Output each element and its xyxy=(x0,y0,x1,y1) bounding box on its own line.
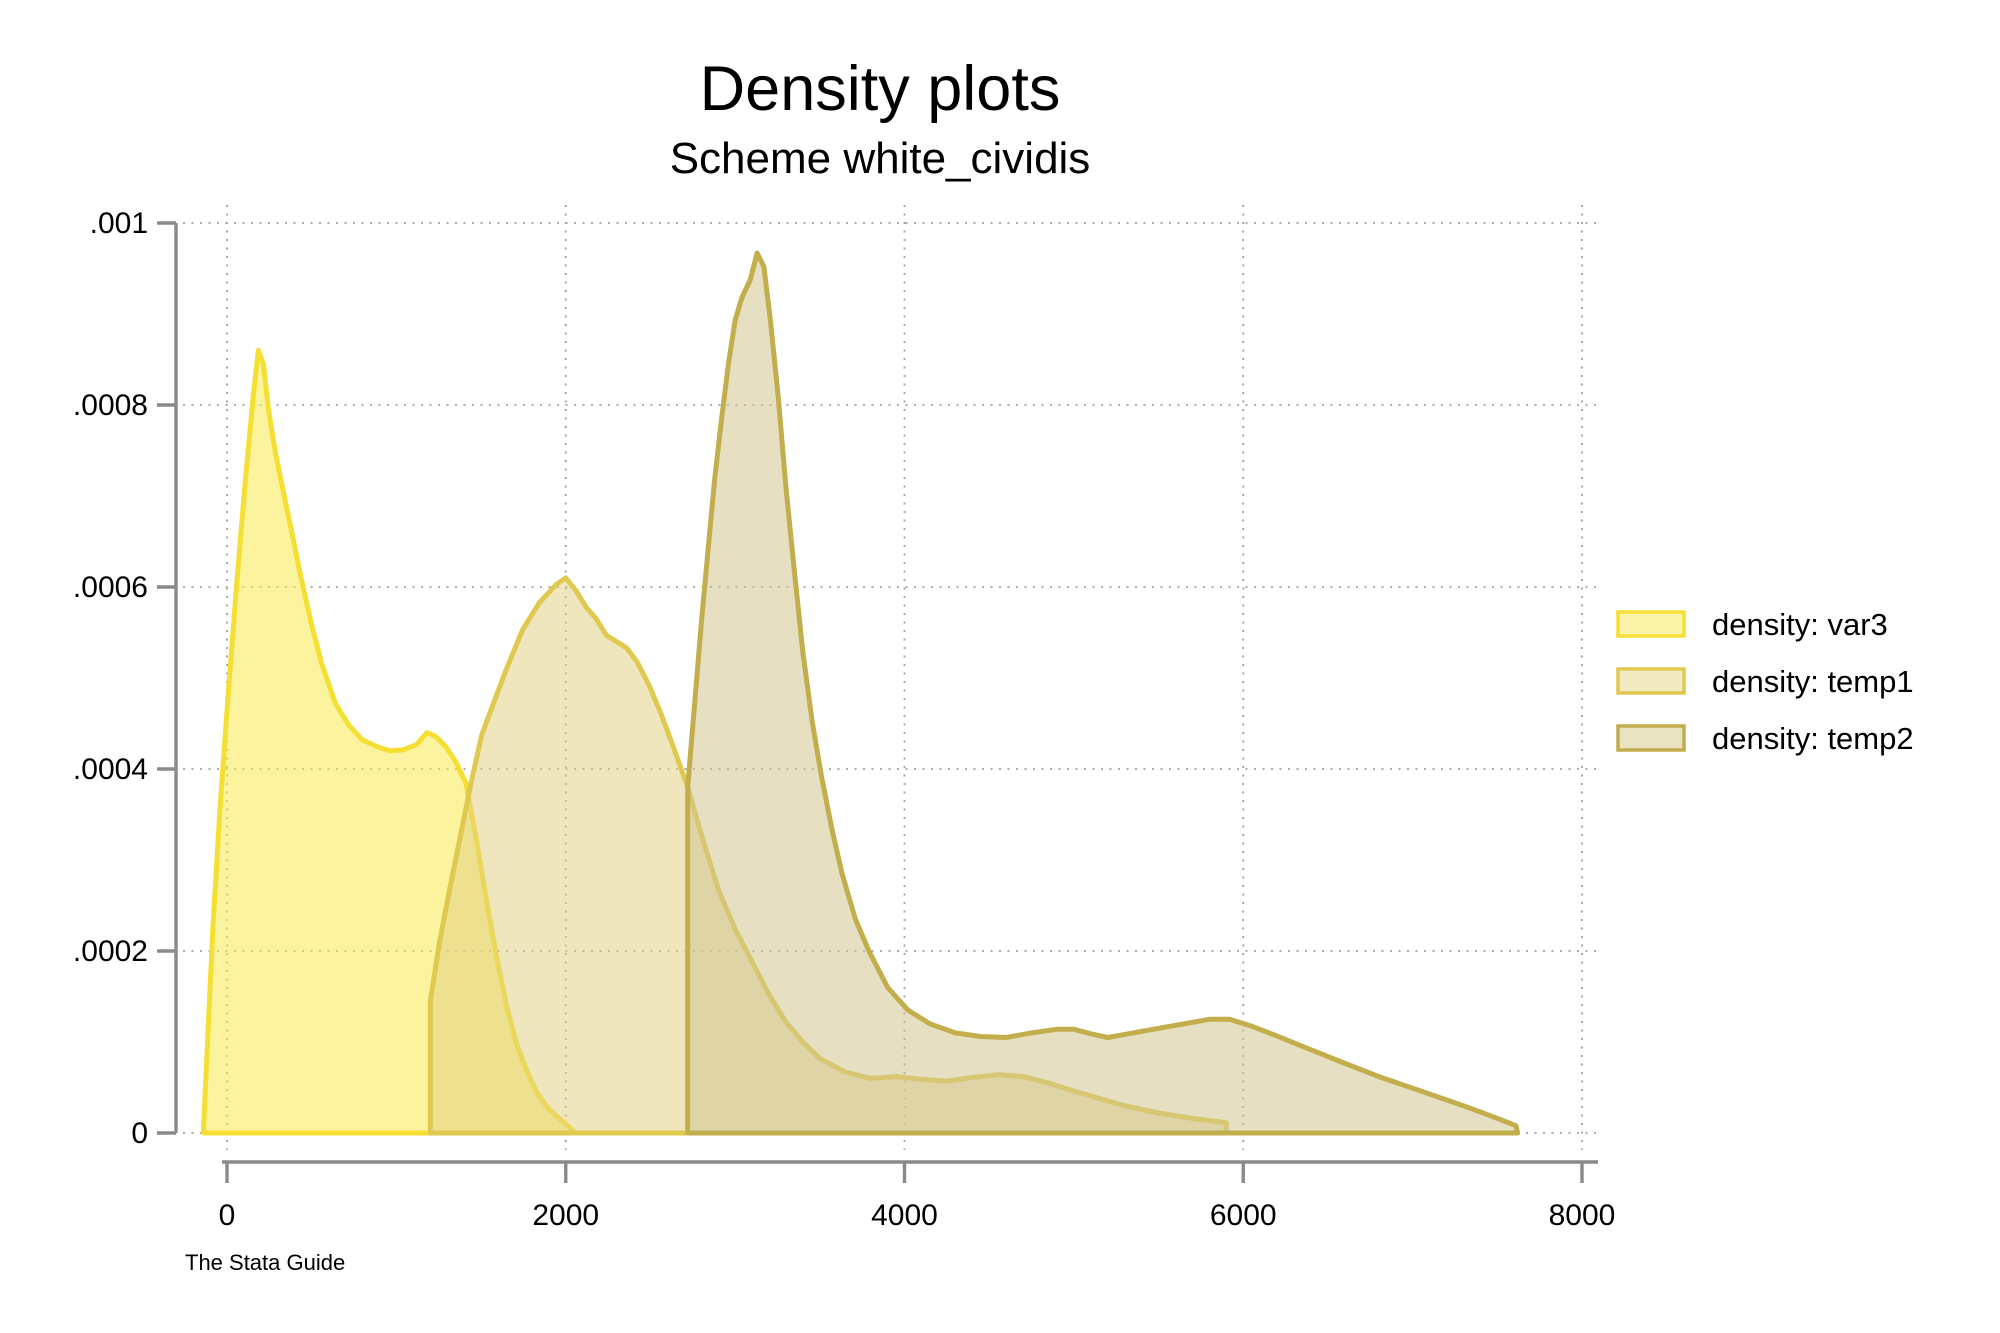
y-tick-label: .001 xyxy=(90,207,148,240)
y-tick-label: .0006 xyxy=(73,571,148,604)
chart-title: Density plots xyxy=(700,54,1061,124)
legend-item-var3: density: var3 xyxy=(1616,607,1888,642)
legend-item-temp1: density: temp1 xyxy=(1616,664,1914,699)
legend-swatch-temp2 xyxy=(1616,724,1686,752)
legend-swatch-temp1 xyxy=(1616,667,1686,695)
legend-label-temp2: density: temp2 xyxy=(1712,721,1914,756)
y-tick-label: .0002 xyxy=(73,935,148,968)
chart-subtitle: Scheme white_cividis xyxy=(670,134,1091,183)
y-tick-label: .0004 xyxy=(73,753,148,786)
legend: density: var3 density: temp1 density: temp… xyxy=(1616,607,1914,756)
axes xyxy=(157,221,1598,1183)
legend-swatch-var3 xyxy=(1616,610,1686,638)
y-tick-label: .0008 xyxy=(73,389,148,422)
y-tick-label: 0 xyxy=(131,1117,148,1150)
legend-label-temp1: density: temp1 xyxy=(1712,664,1914,699)
legend-label-var3: density: var3 xyxy=(1712,607,1888,642)
x-tick-label: 4000 xyxy=(871,1199,938,1232)
legend-item-temp2: density: temp2 xyxy=(1616,721,1914,756)
x-tick-label: 8000 xyxy=(1549,1199,1616,1232)
density-series xyxy=(200,250,1521,1136)
density-area-temp2 xyxy=(685,250,1521,1136)
x-tick-label: 6000 xyxy=(1210,1199,1277,1232)
tick-labels: .001 .0008 .0006 .0004 .0002 0 0 2000 4000 6000 80… xyxy=(73,207,1615,1232)
footnote: The Stata Guide xyxy=(185,1250,345,1275)
x-tick-label: 2000 xyxy=(532,1199,599,1232)
x-tick-label: 0 xyxy=(219,1199,236,1232)
